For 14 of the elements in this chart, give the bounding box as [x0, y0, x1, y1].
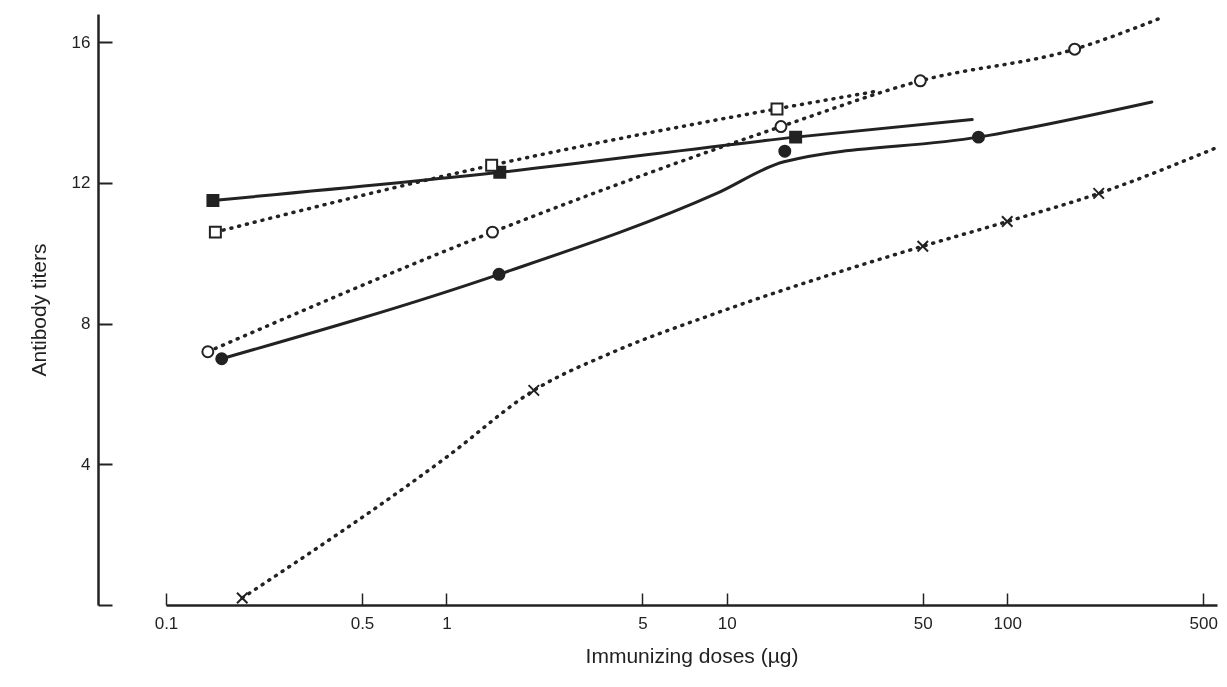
y-tick-label: 8 — [81, 314, 91, 334]
x-tick-label: 0.5 — [350, 613, 375, 633]
x-axis-title: Immunizing doses (µg) — [585, 643, 799, 667]
x-tick-label: 10 — [717, 613, 737, 633]
y-axis-title: Antibody titers — [26, 243, 50, 377]
x-tick-label: 50 — [913, 613, 933, 633]
y-tick-label: 16 — [71, 32, 91, 52]
x-tick-label: 0.1 — [154, 613, 179, 633]
x-tick-label: 1 — [442, 613, 452, 633]
x-tick-label: 5 — [638, 613, 648, 633]
x-tick-label: 100 — [993, 613, 1022, 633]
y-tick-label: 12 — [71, 173, 91, 193]
x-tick-label: 500 — [1189, 613, 1218, 633]
y-tick-label: 4 — [81, 454, 91, 474]
